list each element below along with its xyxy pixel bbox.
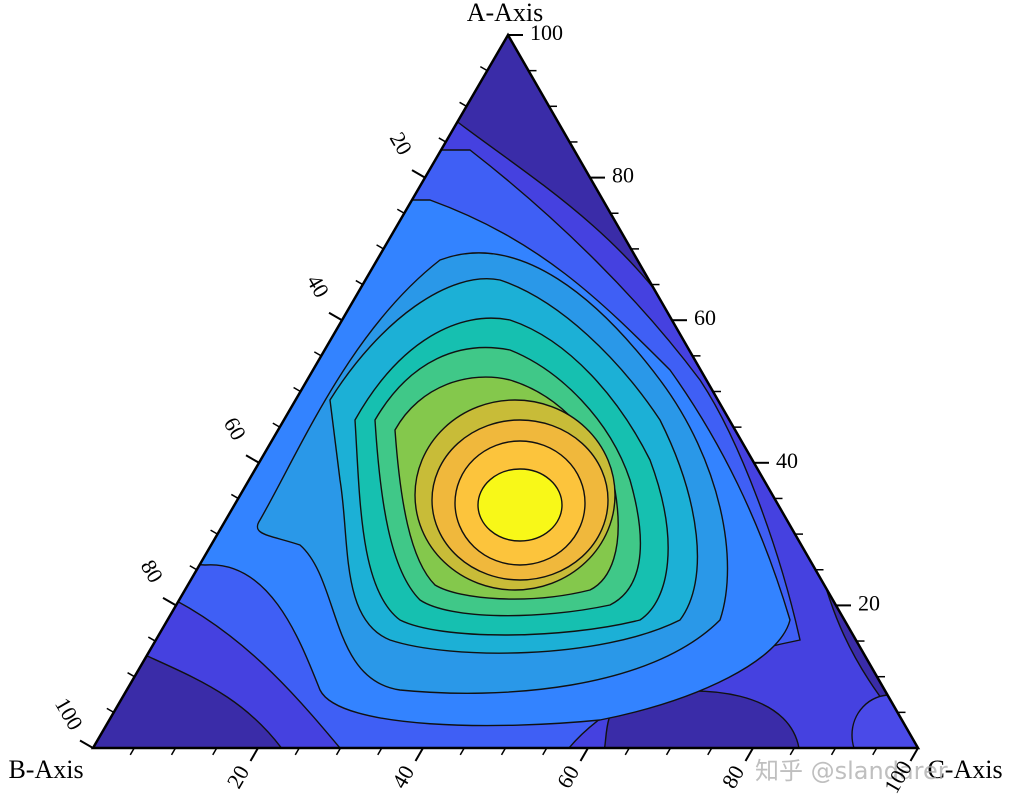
tick-label: 60 xyxy=(552,761,585,793)
minor-tick xyxy=(479,66,488,72)
tick-label: 100 xyxy=(50,693,88,734)
contour-band xyxy=(477,468,563,542)
tick-mark xyxy=(245,454,260,464)
minor-tick xyxy=(210,529,218,535)
minor-tick xyxy=(500,747,507,756)
tick-label: 60 xyxy=(694,305,716,330)
minor-tick xyxy=(624,747,630,756)
tick-label: 80 xyxy=(612,163,634,188)
tick-mark xyxy=(79,739,94,749)
watermark: 知乎 @slandarer xyxy=(755,757,948,785)
tick-mark xyxy=(579,747,589,762)
minor-tick xyxy=(129,747,135,756)
minor-tick xyxy=(707,747,713,756)
tick-label: 80 xyxy=(717,761,750,793)
minor-tick xyxy=(335,747,342,756)
minor-tick xyxy=(789,747,795,756)
minor-tick xyxy=(459,101,467,107)
minor-tick xyxy=(438,137,447,143)
tick-mark xyxy=(162,597,177,607)
tick-label: 40 xyxy=(302,270,335,302)
minor-tick xyxy=(377,747,383,756)
minor-tick xyxy=(170,747,177,756)
tick-mark xyxy=(328,311,343,322)
tick-mark xyxy=(249,747,259,762)
minor-tick xyxy=(830,747,837,756)
minor-tick xyxy=(189,565,198,571)
tick-label: 100 xyxy=(530,20,563,45)
minor-tick xyxy=(212,747,218,756)
contour-field xyxy=(93,35,918,748)
tick-label: 60 xyxy=(219,413,252,445)
tick-mark xyxy=(744,747,754,762)
minor-tick xyxy=(376,244,384,250)
minor-tick xyxy=(293,386,301,393)
minor-tick xyxy=(272,422,281,428)
tick-label: 40 xyxy=(776,448,798,473)
minor-tick xyxy=(396,208,405,214)
tick-mark xyxy=(909,747,919,762)
tick-label: 80 xyxy=(136,555,169,587)
b-axis-label: B-Axis xyxy=(8,755,83,784)
minor-tick xyxy=(313,351,322,357)
tick-mark xyxy=(411,169,426,179)
minor-tick xyxy=(294,747,300,756)
minor-tick xyxy=(665,747,672,756)
minor-tick xyxy=(106,707,115,713)
tick-label: 20 xyxy=(858,590,880,615)
minor-tick xyxy=(355,279,364,286)
minor-tick xyxy=(127,672,135,678)
minor-tick xyxy=(147,636,156,642)
minor-tick xyxy=(542,747,548,756)
a-axis-label: A-Axis xyxy=(467,0,544,27)
minor-tick xyxy=(230,493,239,500)
tick-label: 20 xyxy=(385,128,418,160)
minor-tick xyxy=(459,747,465,756)
minor-tick xyxy=(872,747,878,756)
tick-mark xyxy=(414,747,424,762)
tick-label: 20 xyxy=(222,761,255,793)
c-axis-label: C-Axis xyxy=(927,755,1002,784)
tick-label: 40 xyxy=(387,761,420,793)
